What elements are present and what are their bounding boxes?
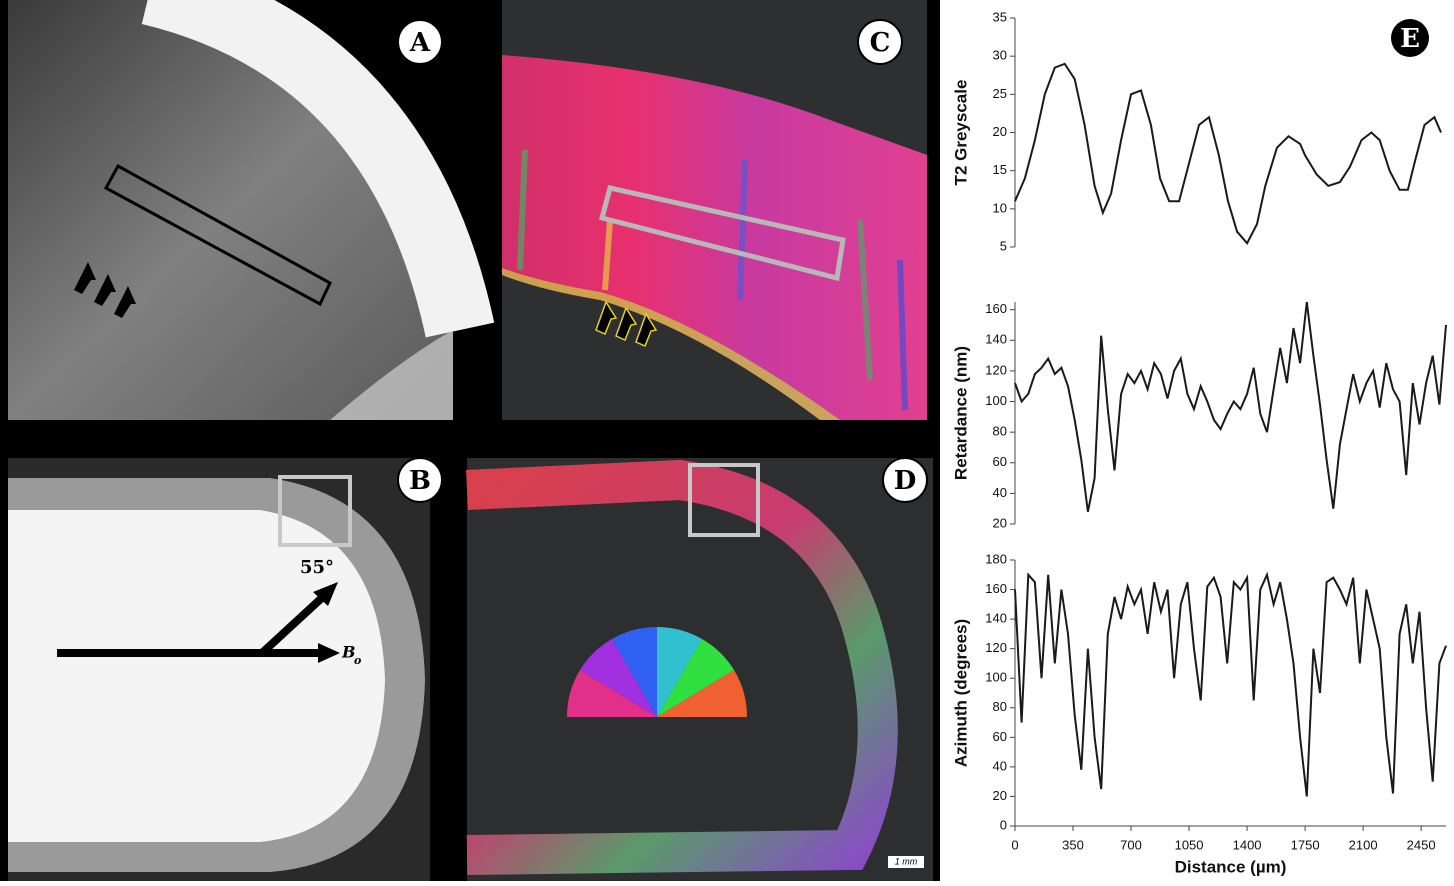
x-tick-label: 0 [1011,837,1018,852]
x-tick-label: 700 [1120,837,1142,852]
panel-label: A [409,28,431,58]
data-line [1015,575,1446,797]
y-tick-label: 140 [985,332,1007,347]
figure: A C 55° B o B [0,0,1454,881]
y-tick-label: 80 [993,424,1007,439]
y-tick-label: 20 [993,788,1007,803]
y-tick-label: 60 [993,729,1007,744]
y-tick-label: 80 [993,699,1007,714]
panel-label: E [1400,24,1420,54]
y-tick-label: 140 [985,611,1007,626]
y-tick-label: 160 [985,301,1007,316]
panel-label: B [409,466,431,496]
data-line [1015,64,1441,243]
y-tick-label: 30 [993,48,1007,63]
x-tick-label: 1400 [1233,837,1262,852]
x-tick-label: 2450 [1407,837,1436,852]
y-tick-label: 40 [993,758,1007,773]
y-tick-label: 100 [985,393,1007,408]
y-axis-title: T2 Greyscale [951,80,970,186]
y-tick-label: 10 [993,200,1007,215]
x-tick-label: 350 [1062,837,1084,852]
y-tick-label: 20 [993,124,1007,139]
field-subscript: o [354,654,361,667]
panel-a: A [8,0,460,420]
scale-label: 1 mm [895,856,918,866]
y-tick-label: 100 [985,670,1007,685]
y-axis-title: Azimuth (degrees) [951,619,970,767]
y-tick-label: 25 [993,86,1007,101]
y-tick-label: 120 [985,362,1007,377]
y-tick-label: 120 [985,640,1007,655]
y-tick-label: 160 [985,581,1007,596]
x-tick-label: 1750 [1291,837,1320,852]
panel-label: D [894,466,917,496]
panel-c: C [502,0,927,420]
y-tick-label: 180 [985,551,1007,566]
y-axis-title: Retardance (nm) [951,346,970,480]
panel-b: 55° B o B [8,458,442,881]
panel-label: C [870,28,891,58]
y-tick-label: 20 [993,515,1007,530]
data-line [1015,302,1446,512]
y-tick-label: 5 [1000,238,1007,253]
panel-d: 1 mm D [467,458,933,881]
y-tick-label: 0 [1000,817,1007,832]
x-axis-title: Distance (µm) [1175,857,1287,876]
y-tick-label: 40 [993,485,1007,500]
y-tick-label: 60 [993,454,1007,469]
y-tick-label: 35 [993,9,1007,24]
x-tick-label: 1050 [1175,837,1204,852]
x-tick-label: 2100 [1349,837,1378,852]
y-tick-label: 15 [993,162,1007,177]
angle-label: 55° [300,557,334,578]
